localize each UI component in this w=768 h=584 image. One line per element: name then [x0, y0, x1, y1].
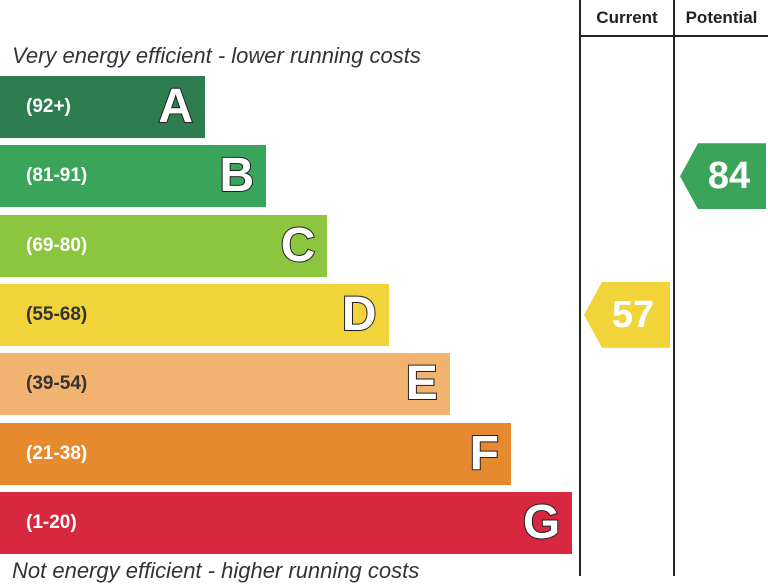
band-range-label: (21-38)	[26, 442, 88, 464]
band-e: (39-54) E	[0, 353, 450, 416]
band-f: (21-38) F	[0, 422, 511, 485]
band-a: (92+) A	[0, 76, 205, 138]
top-caption: Very energy efficient - lower running co…	[12, 43, 421, 68]
band-g: (1-20) G	[0, 491, 573, 554]
current-rating-marker: 57	[584, 281, 670, 348]
band-range-label: (81-91)	[26, 165, 88, 187]
header-divider	[579, 35, 768, 37]
band-c: (69-80) C	[0, 214, 328, 277]
band-letter: G	[522, 495, 561, 550]
band-range-label: (1-20)	[26, 511, 77, 533]
band-range-label: (92+)	[26, 96, 71, 117]
band-letter: C	[280, 218, 317, 273]
band-range-label: (39-54)	[26, 373, 88, 395]
potential-rating-marker: 84	[680, 143, 766, 210]
band-letter: E	[405, 356, 439, 411]
band-letter: B	[219, 148, 256, 203]
potential-header: Potential	[685, 8, 758, 27]
current-header: Current	[596, 8, 658, 27]
band-b: (81-91) B	[0, 145, 267, 208]
divider-current	[579, 0, 581, 576]
divider-potential	[673, 0, 675, 576]
band-letter: F	[469, 426, 500, 481]
band-letter: A	[157, 79, 194, 134]
band-letter: D	[341, 287, 378, 342]
band-range-label: (55-68)	[26, 303, 88, 325]
band-range-label: (69-80)	[26, 234, 88, 256]
bottom-caption: Not energy efficient - higher running co…	[12, 558, 420, 583]
band-d: (55-68) D	[0, 283, 389, 346]
